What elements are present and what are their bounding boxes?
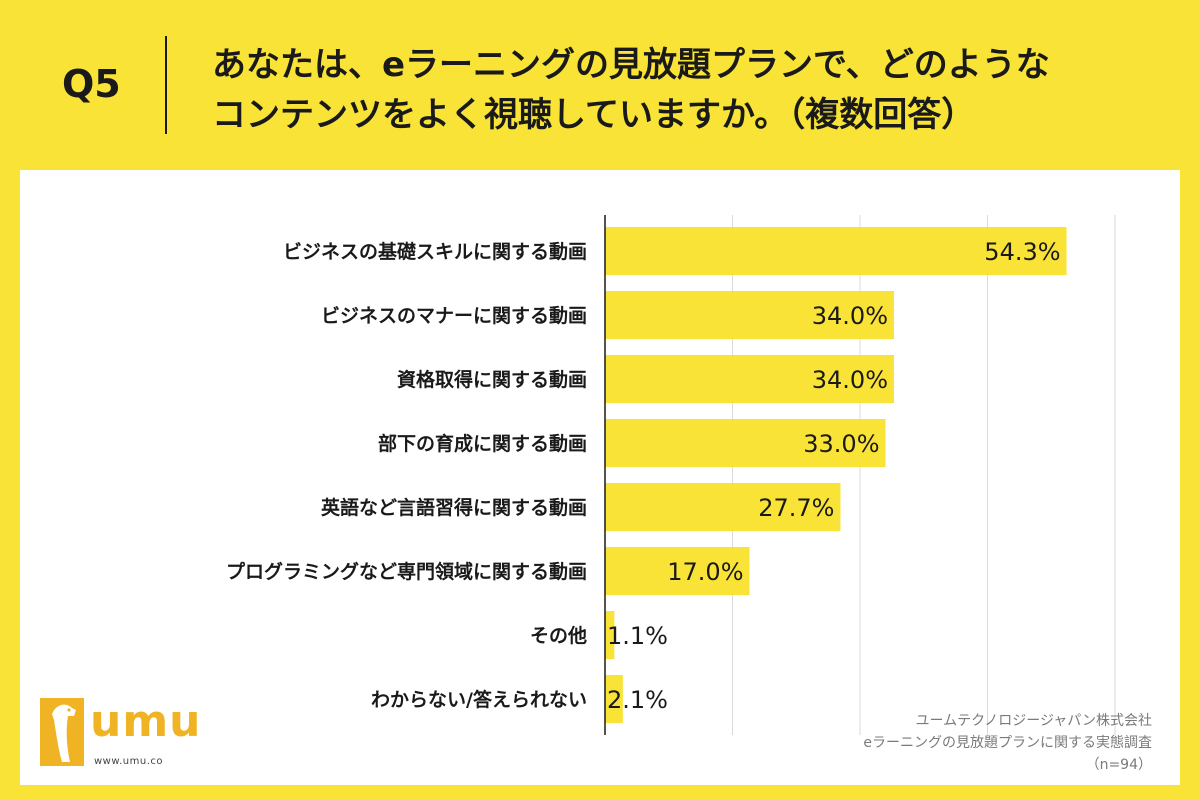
value-label: 34.0% xyxy=(812,302,888,330)
bar xyxy=(605,355,894,403)
value-label: 34.0% xyxy=(812,366,888,394)
bar-chart: ビジネスの基礎スキルに関する動画 54.3% ビジネスのマナーに関する動画 34.0%… xyxy=(226,215,1116,735)
value-label: 17.0% xyxy=(667,558,743,586)
umu-logo: umu www.umu.co xyxy=(32,688,212,780)
bar xyxy=(605,291,894,339)
category-label: その他 xyxy=(530,624,587,647)
value-label: 27.7% xyxy=(758,494,834,522)
question-header: Q5 あなたは、eラーニングの見放題プランで、どのような コンテンツをよく視聴し… xyxy=(0,0,1200,170)
logo-text: umu xyxy=(90,696,202,747)
category-label: ビジネスの基礎スキルに関する動画 xyxy=(283,240,587,263)
value-label: 54.3% xyxy=(984,238,1060,266)
category-label: ビジネスのマナーに関する動画 xyxy=(321,305,587,327)
source-survey: eラーニングの見放題プランに関する実態調査 xyxy=(863,735,1152,751)
category-label: プログラミングなど専門領域に関する動画 xyxy=(226,560,587,583)
bar xyxy=(605,483,841,531)
giraffe-logo-icon xyxy=(40,698,84,766)
question-text: あなたは、eラーニングの見放題プランで、どのような コンテンツをよく視聴していま… xyxy=(212,40,1172,140)
category-label: 部下の育成に関する動画 xyxy=(378,432,587,455)
bar xyxy=(605,419,886,467)
category-label: 英語など言語習得に関する動画 xyxy=(321,496,587,519)
chart-panel: ビジネスの基礎スキルに関する動画 54.3% ビジネスのマナーに関する動画 34.0%… xyxy=(20,170,1180,785)
bar xyxy=(605,227,1067,275)
bar xyxy=(605,611,615,659)
bar xyxy=(605,675,623,723)
value-label: 2.1% xyxy=(607,686,668,714)
value-label: 1.1% xyxy=(607,622,668,650)
logo-url: www.umu.co xyxy=(94,756,164,767)
source-company: ユームテクノロジージャパン株式会社 xyxy=(915,713,1152,729)
bar xyxy=(605,547,750,595)
question-number: Q5 xyxy=(62,62,121,106)
question-line-2: コンテンツをよく視聴していますか。（複数回答） xyxy=(212,95,976,135)
value-label: 33.0% xyxy=(803,430,879,458)
category-label: 資格取得に関する動画 xyxy=(397,368,587,391)
source-n: （n=94） xyxy=(1085,757,1152,773)
category-label: わからない/答えられない xyxy=(371,688,587,711)
header-divider xyxy=(165,36,167,134)
source-note: ユームテクノロジージャパン株式会社 eラーニングの見放題プランに関する実態調査 … xyxy=(792,710,1152,776)
question-line-1: あなたは、eラーニングの見放題プランで、どのような xyxy=(212,45,1050,85)
